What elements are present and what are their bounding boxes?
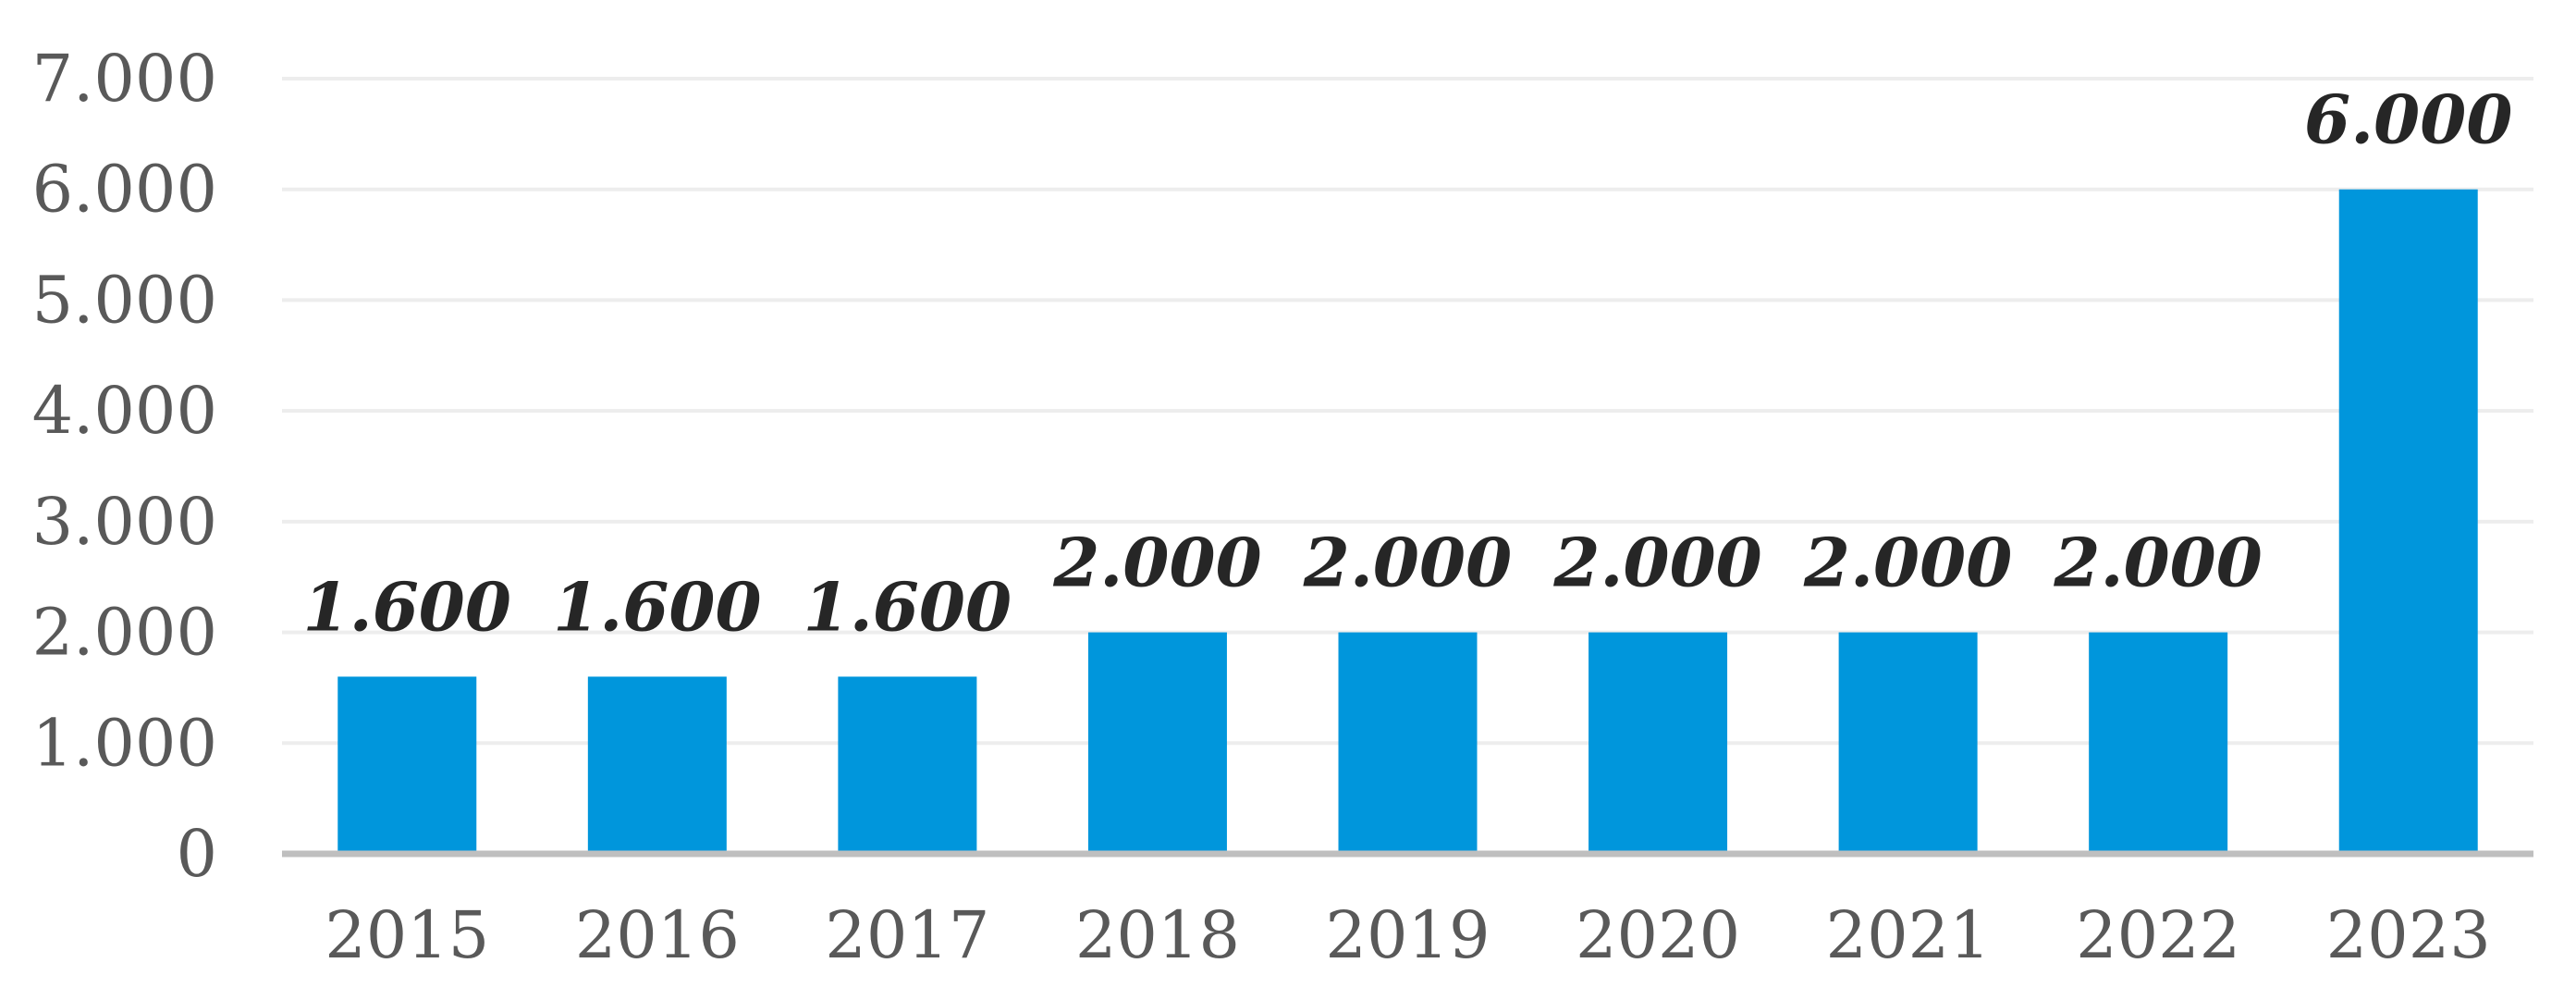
data-label: 2.000 [1303, 524, 1512, 602]
bar-2023 [2338, 189, 2478, 854]
gridlines [282, 77, 2533, 746]
x-tick-label: 2023 [2326, 897, 2491, 973]
bars [337, 189, 2478, 854]
data-label: 6.000 [2304, 80, 2512, 159]
data-label: 2.000 [1052, 524, 1261, 602]
y-tick-label: 5.000 [32, 262, 217, 338]
y-tick-label: 2.000 [32, 595, 217, 671]
data-label: 1.600 [803, 567, 1012, 646]
x-axis-tick-labels: 2015 2016 2017 2018 2019 2020 2021 2022 2023 [325, 897, 2491, 973]
data-label: 2.000 [2053, 524, 2262, 602]
x-tick-label: 2021 [1826, 897, 1991, 973]
y-tick-label: 7.000 [32, 41, 217, 117]
x-tick-label: 2016 [575, 897, 740, 973]
x-tick-label: 2017 [825, 897, 989, 973]
data-label: 1.600 [303, 567, 511, 646]
x-tick-label: 2015 [325, 897, 489, 973]
bar-2015 [337, 676, 477, 854]
x-tick-label: 2018 [1075, 897, 1240, 973]
bar-2020 [1589, 632, 1728, 854]
x-tick-label: 2019 [1325, 897, 1490, 973]
y-tick-label: 3.000 [32, 484, 217, 560]
data-label: 1.600 [553, 567, 761, 646]
y-tick-label: 6.000 [32, 152, 217, 228]
bar-2021 [1838, 632, 1978, 854]
y-axis-tick-labels: 0 1.000 2.000 3.000 4.000 5.000 6.000 7.000 [32, 41, 217, 892]
data-label: 2.000 [1552, 524, 1761, 602]
data-labels: 1.600 1.600 1.600 2.000 2.000 2.000 2.000 2.000… [303, 80, 2513, 647]
bar-2022 [2089, 632, 2228, 854]
bar-2018 [1087, 632, 1227, 854]
bar-2016 [587, 676, 727, 854]
y-tick-label: 0 [176, 816, 217, 892]
bar-2017 [838, 676, 977, 854]
x-tick-label: 2020 [1576, 897, 1740, 973]
y-tick-label: 4.000 [32, 373, 217, 449]
bar-2019 [1338, 632, 1478, 854]
y-tick-label: 1.000 [32, 705, 217, 781]
x-tick-label: 2022 [2076, 897, 2240, 973]
data-label: 2.000 [1803, 524, 2012, 602]
